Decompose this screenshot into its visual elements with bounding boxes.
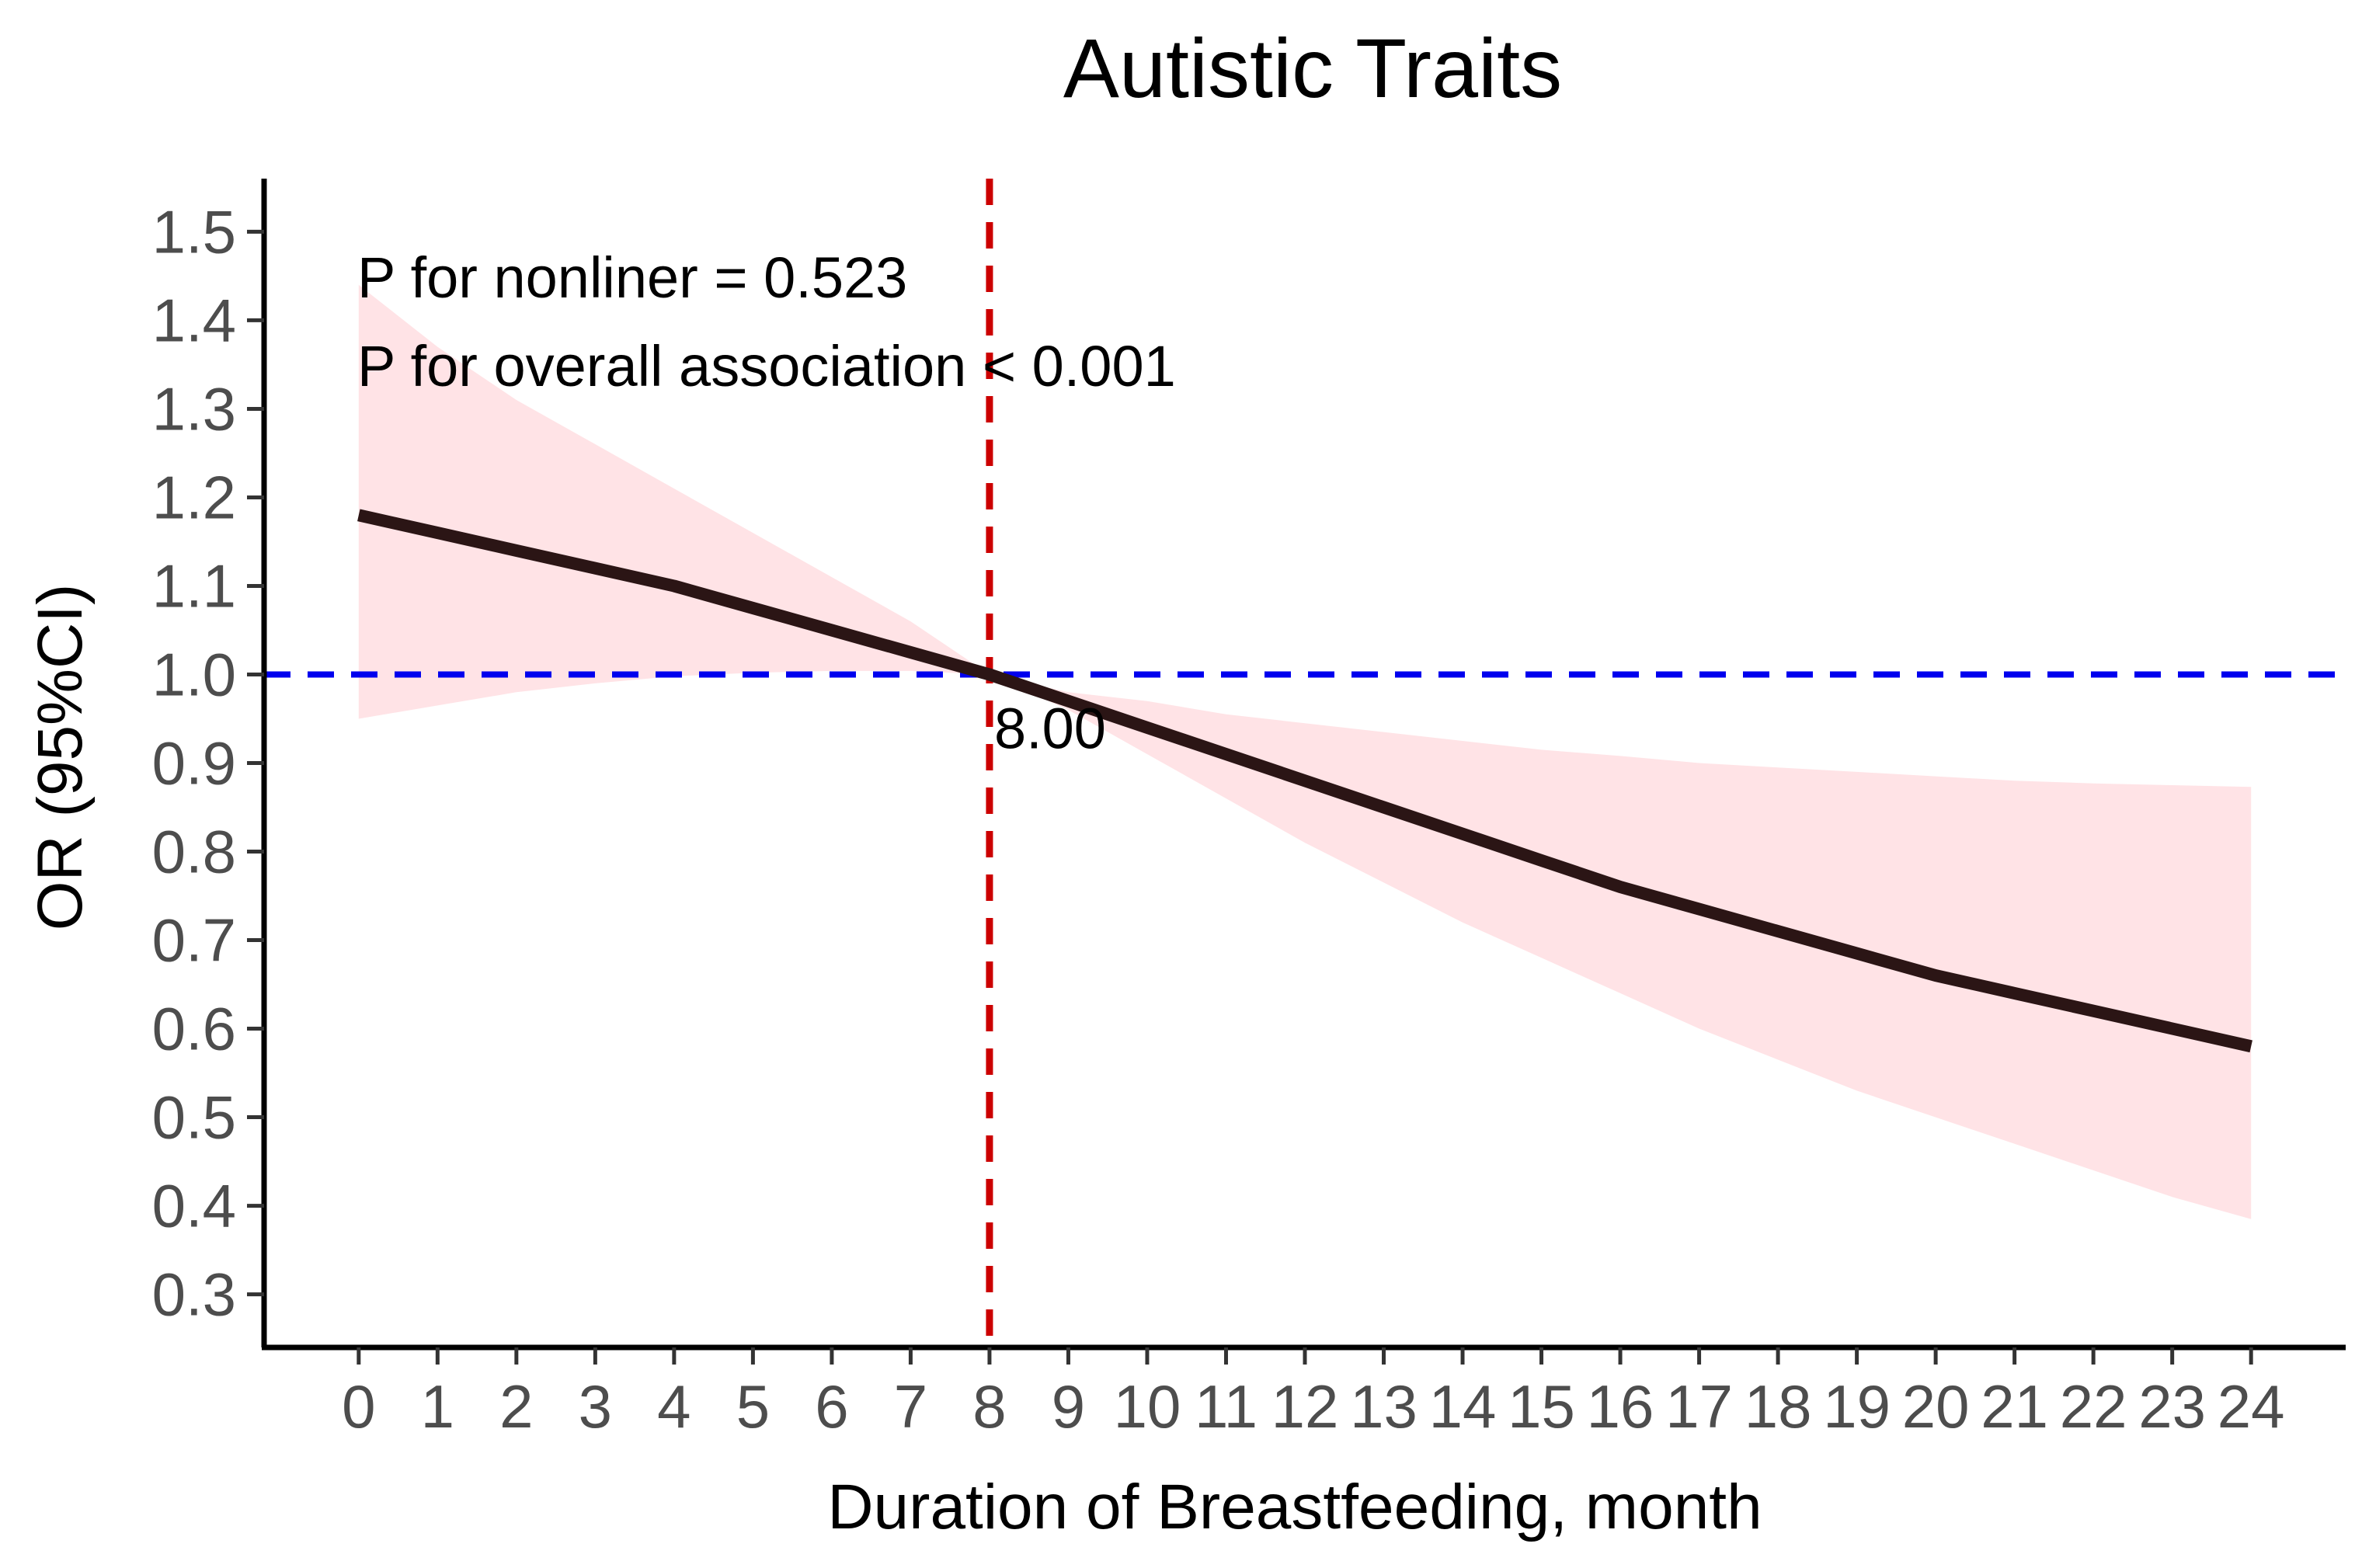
y-tick-label: 0.3 bbox=[152, 1260, 236, 1329]
y-tick-label: 1.3 bbox=[152, 374, 236, 443]
plot-area bbox=[264, 179, 2346, 1347]
or-curve bbox=[357, 509, 2252, 1053]
x-tick-label: 20 bbox=[1902, 1372, 1970, 1441]
x-tick-label: 19 bbox=[1823, 1372, 1891, 1441]
reference-value-label: 8.00 bbox=[994, 696, 1106, 760]
x-tick-label: 18 bbox=[1745, 1372, 1812, 1441]
chart-title: Autistic Traits bbox=[1063, 21, 1562, 115]
x-tick-label: 23 bbox=[2138, 1372, 2206, 1441]
confidence-band bbox=[358, 284, 2252, 1219]
y-tick-label: 0.4 bbox=[152, 1172, 236, 1240]
x-axis-title: Duration of Breastfeeding, month bbox=[827, 1472, 1762, 1542]
annotation-nonlinear: P for nonliner = 0.523 bbox=[357, 245, 907, 310]
x-tick-label: 8 bbox=[972, 1372, 1006, 1441]
x-tick-label: 13 bbox=[1350, 1372, 1418, 1441]
x-tick-label: 14 bbox=[1429, 1372, 1497, 1441]
x-tick-label: 3 bbox=[579, 1372, 612, 1441]
x-tick-label: 6 bbox=[815, 1372, 848, 1441]
y-tick-label: 1.5 bbox=[152, 197, 236, 266]
x-tick-label: 24 bbox=[2218, 1372, 2285, 1441]
y-axis-ticks: 0.3 0.4 0.5 0.6 0.7 0.8 0.9 1.0 1.1 1.2 1.3 1.4 1.5 bbox=[152, 197, 264, 1329]
y-tick-label: 1.2 bbox=[152, 463, 236, 531]
x-tick-label: 2 bbox=[499, 1372, 533, 1441]
y-tick-label: 1.4 bbox=[152, 286, 236, 354]
x-tick-label: 7 bbox=[894, 1372, 927, 1441]
x-tick-label: 10 bbox=[1114, 1372, 1181, 1441]
y-tick-label: 1.0 bbox=[152, 640, 236, 708]
x-tick-label: 0 bbox=[342, 1372, 375, 1441]
y-tick-label: 1.1 bbox=[152, 551, 236, 620]
y-tick-label: 0.6 bbox=[152, 995, 236, 1063]
x-tick-label: 4 bbox=[657, 1372, 691, 1441]
x-tick-label: 12 bbox=[1271, 1372, 1339, 1441]
x-tick-label: 9 bbox=[1052, 1372, 1085, 1441]
y-axis-title: OR (95%CI) bbox=[25, 584, 96, 931]
y-tick-label: 0.9 bbox=[152, 729, 236, 798]
y-tick-label: 0.5 bbox=[152, 1083, 236, 1152]
x-tick-label: 22 bbox=[2060, 1372, 2127, 1441]
axes: 0.30.40.50.60.70.80.91.01.11.21.31.41.5 … bbox=[152, 179, 2346, 1441]
x-tick-label: 16 bbox=[1587, 1372, 1654, 1441]
y-tick-label: 0.7 bbox=[152, 906, 236, 975]
annotation-overall: P for overall association < 0.001 bbox=[357, 334, 1176, 398]
x-tick-label: 5 bbox=[736, 1372, 770, 1441]
x-tick-label: 15 bbox=[1508, 1372, 1575, 1441]
x-tick-label: 11 bbox=[1195, 1372, 1258, 1441]
x-tick-label: 21 bbox=[1981, 1372, 2048, 1441]
x-tick-label: 1 bbox=[421, 1372, 454, 1441]
x-tick-label: 17 bbox=[1665, 1372, 1733, 1441]
y-tick-label: 0.8 bbox=[152, 818, 236, 886]
x-axis-ticks: 0 1 2 3 4 5 6 7 8 9 10 11 12 13 14 15 16 17 18 19 20 21 22 23 24 bbox=[342, 1347, 2285, 1441]
